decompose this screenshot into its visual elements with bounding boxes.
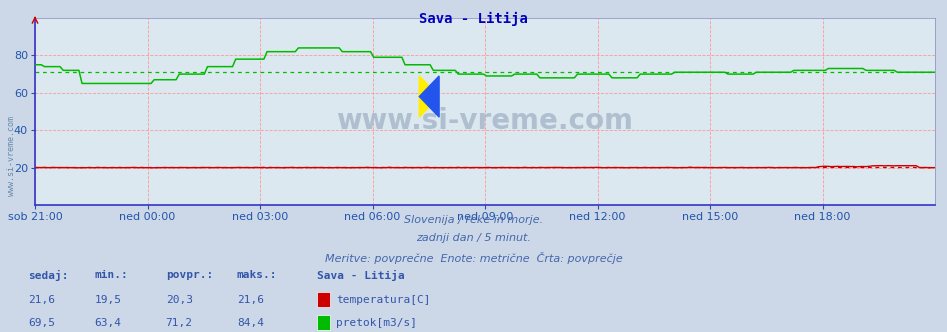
Text: 71,2: 71,2 xyxy=(166,318,193,328)
Text: temperatura[C]: temperatura[C] xyxy=(336,295,431,305)
Text: Slovenija / reke in morje.: Slovenija / reke in morje. xyxy=(404,215,543,225)
Text: zadnji dan / 5 minut.: zadnji dan / 5 minut. xyxy=(416,233,531,243)
Text: pretok[m3/s]: pretok[m3/s] xyxy=(336,318,418,328)
Text: maks.:: maks.: xyxy=(237,270,277,280)
Text: povpr.:: povpr.: xyxy=(166,270,213,280)
Text: www.si-vreme.com: www.si-vreme.com xyxy=(7,116,16,196)
Text: 21,6: 21,6 xyxy=(237,295,264,305)
Text: 84,4: 84,4 xyxy=(237,318,264,328)
Polygon shape xyxy=(420,76,439,117)
Text: Meritve: povprečne  Enote: metrične  Črta: povprečje: Meritve: povprečne Enote: metrične Črta:… xyxy=(325,252,622,264)
Text: 19,5: 19,5 xyxy=(95,295,122,305)
Polygon shape xyxy=(420,76,439,117)
Text: 21,6: 21,6 xyxy=(28,295,56,305)
Text: www.si-vreme.com: www.si-vreme.com xyxy=(336,107,634,135)
Text: Sava - Litija: Sava - Litija xyxy=(317,270,405,281)
Text: 63,4: 63,4 xyxy=(95,318,122,328)
Text: 20,3: 20,3 xyxy=(166,295,193,305)
Text: sedaj:: sedaj: xyxy=(28,270,69,281)
Text: 69,5: 69,5 xyxy=(28,318,56,328)
Text: min.:: min.: xyxy=(95,270,129,280)
Text: Sava - Litija: Sava - Litija xyxy=(420,12,527,26)
